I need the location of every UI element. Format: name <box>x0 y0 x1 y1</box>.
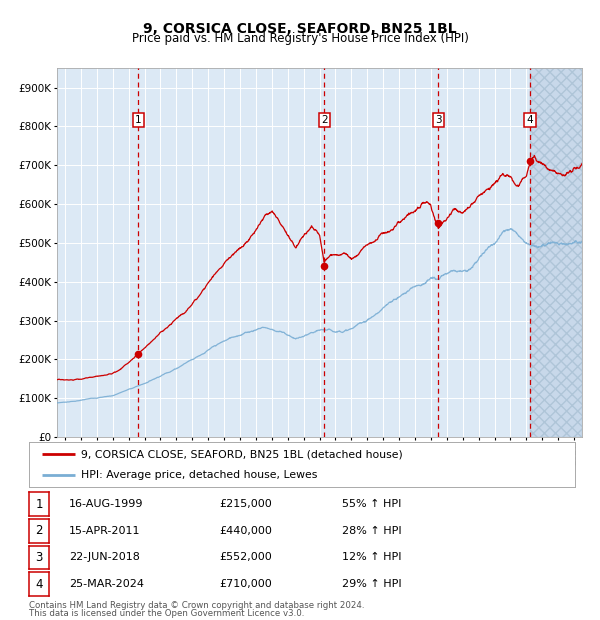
Text: Contains HM Land Registry data © Crown copyright and database right 2024.: Contains HM Land Registry data © Crown c… <box>29 601 364 609</box>
Text: 16-AUG-1999: 16-AUG-1999 <box>69 499 143 509</box>
Text: 28% ↑ HPI: 28% ↑ HPI <box>342 526 401 536</box>
Text: 4: 4 <box>35 578 43 590</box>
Text: 1: 1 <box>35 498 43 510</box>
Text: 9, CORSICA CLOSE, SEAFORD, BN25 1BL (detached house): 9, CORSICA CLOSE, SEAFORD, BN25 1BL (det… <box>80 449 403 459</box>
Text: 22-JUN-2018: 22-JUN-2018 <box>69 552 140 562</box>
Text: HPI: Average price, detached house, Lewes: HPI: Average price, detached house, Lewe… <box>80 469 317 480</box>
Text: 3: 3 <box>35 551 43 564</box>
Text: 29% ↑ HPI: 29% ↑ HPI <box>342 579 401 589</box>
Text: 15-APR-2011: 15-APR-2011 <box>69 526 140 536</box>
Text: £710,000: £710,000 <box>219 579 272 589</box>
Text: £552,000: £552,000 <box>219 552 272 562</box>
Bar <box>530 68 582 437</box>
Text: 4: 4 <box>527 115 533 125</box>
Text: 55% ↑ HPI: 55% ↑ HPI <box>342 499 401 509</box>
Text: £440,000: £440,000 <box>219 526 272 536</box>
Text: 1: 1 <box>135 115 142 125</box>
Text: This data is licensed under the Open Government Licence v3.0.: This data is licensed under the Open Gov… <box>29 609 304 618</box>
Text: £215,000: £215,000 <box>219 499 272 509</box>
Text: 2: 2 <box>35 525 43 537</box>
Text: 25-MAR-2024: 25-MAR-2024 <box>69 579 144 589</box>
Text: Price paid vs. HM Land Registry's House Price Index (HPI): Price paid vs. HM Land Registry's House … <box>131 32 469 45</box>
Text: 3: 3 <box>435 115 442 125</box>
Text: 9, CORSICA CLOSE, SEAFORD, BN25 1BL: 9, CORSICA CLOSE, SEAFORD, BN25 1BL <box>143 22 457 36</box>
Text: 2: 2 <box>321 115 328 125</box>
Text: 12% ↑ HPI: 12% ↑ HPI <box>342 552 401 562</box>
